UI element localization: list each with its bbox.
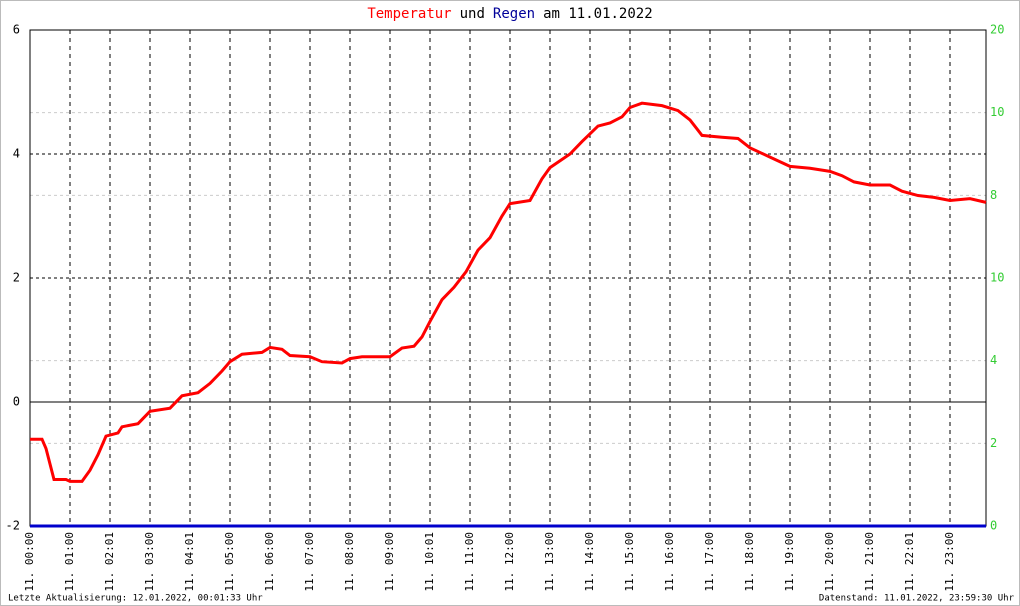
x-tick-label: 11. 18:00 xyxy=(743,532,756,592)
x-tick-label: 11. 12:00 xyxy=(503,532,516,592)
x-tick-label: 11. 10:01 xyxy=(423,532,436,592)
y2-tick-label: 4 xyxy=(990,353,997,367)
title-und: und xyxy=(460,6,485,22)
x-tick-label: 11. 20:00 xyxy=(823,532,836,592)
x-tick-label: 11. 09:00 xyxy=(383,532,396,592)
x-tick-label: 11. 07:00 xyxy=(303,532,316,592)
x-tick-label: 11. 22:01 xyxy=(903,532,916,592)
x-tick-label: 11. 00:00 xyxy=(23,532,36,592)
y2-tick-label: 8 xyxy=(990,188,997,202)
x-tick-label: 11. 15:00 xyxy=(623,532,636,592)
footer-left: Letzte Aktualisierung: 12.01.2022, 00:01… xyxy=(8,594,263,604)
y2-tick-label: 0 xyxy=(990,519,997,533)
y-tick-label: 6 xyxy=(13,23,20,37)
x-tick-label: 11. 17:00 xyxy=(703,532,716,592)
y-tick-label: -2 xyxy=(6,519,20,533)
x-tick-label: 11. 14:00 xyxy=(583,532,596,592)
title-temp: Temperatur xyxy=(367,6,451,22)
x-tick-label: 11. 19:00 xyxy=(783,532,796,592)
x-tick-label: 11. 01:00 xyxy=(63,532,76,592)
x-tick-label: 11. 03:00 xyxy=(143,532,156,592)
y-tick-label: 4 xyxy=(13,147,20,161)
x-tick-label: 11. 13:00 xyxy=(543,532,556,592)
x-tick-label: 11. 06:00 xyxy=(263,532,276,592)
x-tick-label: 11. 16:00 xyxy=(663,532,676,592)
footer-right: Datenstand: 11.01.2022, 23:59:30 Uhr xyxy=(819,594,1015,604)
x-tick-label: 11. 02:01 xyxy=(103,532,116,592)
title-regen: Regen xyxy=(493,6,535,22)
x-tick-label: 11. 05:00 xyxy=(223,532,236,592)
y-tick-label: 0 xyxy=(13,395,20,409)
title-date: am 11.01.2022 xyxy=(543,6,653,22)
x-tick-label: 11. 04:01 xyxy=(183,532,196,592)
y2-tick-label: 10 xyxy=(990,271,1004,285)
y2-tick-label: 10 xyxy=(990,105,1004,119)
y2-tick-label: 2 xyxy=(990,436,997,450)
x-tick-label: 11. 08:00 xyxy=(343,532,356,592)
series-line xyxy=(30,101,987,483)
y-tick-label: 2 xyxy=(13,271,20,285)
x-tick-label: 11. 23:00 xyxy=(943,532,956,592)
chart-title: Temperatur und Regen am 11.01.2022 xyxy=(367,6,652,22)
x-tick-label: 11. 11:00 xyxy=(463,532,476,592)
y2-tick-label: 20 xyxy=(990,23,1004,37)
x-tick-label: 11. 21:00 xyxy=(863,532,876,592)
